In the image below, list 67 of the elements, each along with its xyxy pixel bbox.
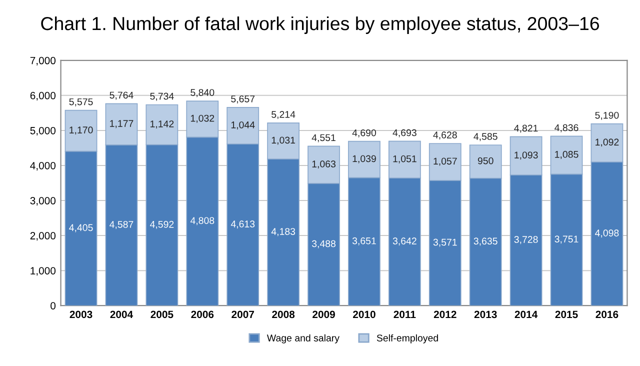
data-label: 3,488 (312, 240, 336, 248)
total-label: 4,551 (312, 134, 336, 142)
x-tick-label: 2013 (474, 310, 497, 318)
total-label: 4,585 (474, 133, 498, 142)
total-label: 4,628 (433, 132, 457, 140)
data-label: 3,751 (554, 236, 578, 244)
total-label: 5,840 (190, 89, 214, 98)
total-label: 4,836 (554, 124, 578, 132)
y-tick-label: 7,000 (30, 56, 56, 66)
x-tick-label: 2005 (150, 310, 174, 318)
total-label: 5,764 (110, 92, 134, 100)
data-label: 3,642 (392, 238, 416, 246)
data-label: 3,571 (433, 238, 457, 247)
data-label: 4,098 (595, 230, 619, 238)
data-label: 3,651 (352, 237, 376, 246)
x-tick-label: 2008 (272, 310, 295, 318)
data-label: 4,808 (190, 217, 214, 226)
x-tick-label: 2011 (394, 310, 416, 318)
data-label: 950 (478, 157, 494, 164)
total-label: 4,690 (352, 129, 376, 138)
y-tick-label: 2,000 (30, 232, 56, 241)
data-label: 1,031 (272, 136, 296, 145)
total-label: 5,190 (595, 112, 619, 120)
data-label: 4,183 (271, 228, 296, 236)
data-label: 1,085 (555, 150, 578, 159)
y-tick-label: 5,000 (30, 126, 56, 136)
total-label: 5,657 (231, 95, 255, 104)
total-label: 5,575 (69, 98, 93, 106)
data-label: 4,405 (69, 224, 93, 232)
data-label: 3,635 (474, 238, 498, 246)
data-label: 1,057 (434, 158, 457, 166)
x-tick-label: 2007 (232, 310, 254, 318)
total-label: 5,734 (150, 92, 174, 101)
data-label: 1,044 (231, 121, 255, 130)
x-tick-label: 2012 (434, 310, 456, 318)
data-label: 3,728 (514, 236, 538, 244)
x-tick-label: 2004 (110, 310, 134, 318)
y-tick-label: 0 (50, 302, 56, 310)
total-label: 4,821 (514, 124, 538, 133)
data-label: 1,032 (190, 114, 214, 123)
y-tick-label: 3,000 (30, 197, 56, 206)
data-label: 1,092 (596, 138, 619, 147)
x-tick-label: 2014 (514, 310, 538, 318)
data-label: 1,063 (312, 160, 336, 169)
data-label: 4,592 (150, 220, 174, 229)
x-tick-label: 2006 (191, 310, 214, 318)
data-label: 4,587 (110, 220, 134, 230)
data-label: 1,051 (393, 155, 416, 164)
data-label: 1,039 (352, 155, 376, 164)
x-tick-label: 2015 (555, 310, 578, 318)
x-tick-label: 2009 (312, 310, 335, 318)
chart-title: Chart 1. Number of fatal work injuries by employee status, 2003–16 (41, 16, 600, 34)
data-label: 1,142 (150, 120, 174, 128)
y-tick-label: 4,000 (30, 162, 56, 171)
total-label: 5,214 (272, 110, 296, 120)
data-label: 1,170 (70, 126, 93, 135)
x-tick-label: 2016 (596, 310, 618, 318)
data-label: 1,093 (514, 152, 538, 160)
data-label: 4,613 (230, 220, 255, 229)
x-tick-label: 2003 (70, 310, 92, 318)
total-label: 4,693 (392, 129, 416, 138)
y-tick-label: 6,000 (30, 92, 56, 101)
data-label: 1,177 (110, 120, 134, 128)
legend-label: Self-employed (376, 334, 438, 344)
x-tick-label: 2010 (353, 310, 376, 318)
legend-label: Wage and salary (266, 334, 340, 344)
y-tick-label: 1,000 (30, 267, 56, 276)
